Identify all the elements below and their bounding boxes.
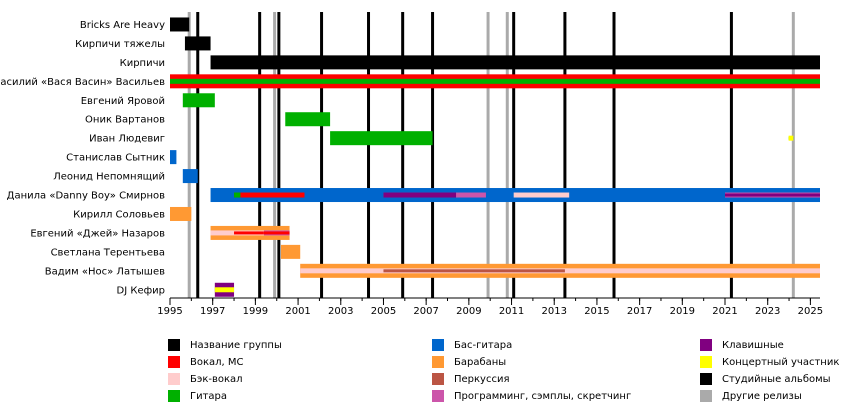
bar-vocal: [234, 192, 305, 198]
legend-swatch: [168, 373, 180, 385]
legend-label: Барабаны: [454, 356, 507, 368]
member-bars: [170, 17, 820, 297]
x-tick-label: 2015: [584, 306, 609, 317]
legend-swatch: [168, 339, 180, 351]
legend-item-bass: Бас-гитара: [432, 338, 512, 352]
bar-name: [210, 55, 820, 70]
legend-label: Название группы: [190, 339, 282, 351]
legend-item-perc: Перкуссия: [432, 372, 510, 386]
bar-guitar: [285, 112, 331, 127]
bar-perc: [383, 269, 565, 273]
bar-live: [214, 287, 235, 293]
legend-swatch: [432, 390, 444, 402]
x-tick-label: 2025: [798, 306, 823, 317]
x-tick-label: 2003: [328, 306, 353, 317]
bar-name: [184, 36, 211, 51]
x-tick-label: 2013: [542, 306, 567, 317]
x-tick-label: 2019: [670, 306, 695, 317]
x-tick-label: 2007: [413, 306, 438, 317]
member-label: DJ Кефир: [117, 285, 165, 296]
member-label: Оник Вартанов: [85, 115, 165, 126]
x-tick-label: 2001: [285, 306, 310, 317]
x-tick-label: 1999: [243, 306, 268, 317]
member-label: Вадим «Нос» Латышев: [45, 266, 165, 277]
member-label: Евгений «Джей» Назаров: [30, 228, 165, 239]
bar-bass: [170, 150, 177, 165]
legend-swatch: [700, 373, 712, 385]
bar-live: [788, 135, 794, 141]
member-label: Иван Людевиг: [89, 134, 165, 145]
x-tick-label: 2021: [712, 306, 737, 317]
legend-label: Студийные альбомы: [722, 373, 831, 385]
x-tick-label: 2023: [755, 306, 780, 317]
bar-drums: [170, 206, 192, 221]
legend-item-backing: Бэк-вокал: [168, 372, 243, 386]
member-labels: Bricks Are Heavy Кирпичи тяжелы Кирпичи Вас…: [0, 20, 165, 296]
legend-item-vocal: Вокал, МС: [168, 355, 244, 369]
legend-item-guitar: Гитара: [168, 389, 227, 403]
member-label: Данила «Danny Boy» Смирнов: [7, 191, 165, 202]
x-tick-label: 2009: [456, 306, 481, 317]
bar-guitar: [330, 131, 433, 146]
bar-guitar: [182, 93, 215, 108]
legend-swatch: [168, 390, 180, 402]
bar-guitar: [170, 78, 820, 84]
legend-swatch: [700, 339, 712, 351]
legend-label: Гитара: [190, 390, 228, 402]
legend-label: Бэк-вокал: [190, 373, 243, 385]
legend-swatch: [432, 339, 444, 351]
legend-item-live: Концертный участник: [700, 355, 839, 369]
member-label: Кирпичи: [120, 58, 165, 69]
bar-bass: [182, 169, 198, 184]
member-label: Светлана Терентьева: [51, 247, 165, 258]
legend-label: Программинг, сэмплы, скретчинг: [454, 390, 632, 402]
bar-keys: [725, 193, 820, 197]
legend-label: Бас-гитара: [454, 339, 513, 351]
legend-label: Вокал, МС: [190, 356, 244, 368]
legend-item-album: Студийные альбомы: [700, 372, 831, 386]
legend-item-prog: Программинг, сэмплы, скретчинг: [432, 389, 631, 403]
x-tick-label: 1995: [157, 306, 182, 317]
x-tick-label: 2017: [627, 306, 652, 317]
member-label: Василий «Вася Васин» Васильев: [0, 77, 165, 88]
legend-swatch: [700, 390, 712, 402]
bar-backing: [513, 192, 570, 198]
legend-label: Другие релизы: [722, 390, 802, 402]
legend-item-drums: Барабаны: [432, 355, 506, 369]
member-label: Кирпичи тяжелы: [75, 39, 165, 50]
member-label: Евгений Яровой: [81, 96, 165, 107]
bar-keys: [383, 192, 457, 198]
bar-drums: [281, 244, 301, 259]
bar-vocal: [263, 231, 290, 235]
legend-swatch: [432, 373, 444, 385]
x-tick-label: 2011: [499, 306, 524, 317]
member-label: Кирилл Соловьев: [73, 209, 165, 220]
bar-vocal: [234, 231, 264, 235]
legend-item-keys: Клавишные: [700, 338, 784, 352]
member-label: Леонид Непомнящий: [53, 172, 165, 183]
legend-label: Концертный участник: [722, 356, 840, 368]
legend-swatch: [700, 356, 712, 368]
bar-guitar: [234, 192, 241, 198]
bar-name: [170, 17, 190, 32]
member-label: Bricks Are Heavy: [80, 20, 165, 31]
x-axis: 1995 1997 1999 2001 2003 2005 2007 2009 2011 2013…: [157, 297, 823, 317]
legend-item-name: Название группы: [168, 338, 282, 352]
legend-item-other: Другие релизы: [700, 389, 802, 403]
legend-swatch: [168, 356, 180, 368]
legend-label: Перкуссия: [454, 373, 510, 385]
legend-label: Клавишные: [722, 339, 784, 351]
x-tick-label: 2005: [371, 306, 396, 317]
x-tick-label: 1997: [200, 306, 225, 317]
legend-swatch: [432, 356, 444, 368]
member-label: Станислав Сытник: [66, 153, 165, 164]
